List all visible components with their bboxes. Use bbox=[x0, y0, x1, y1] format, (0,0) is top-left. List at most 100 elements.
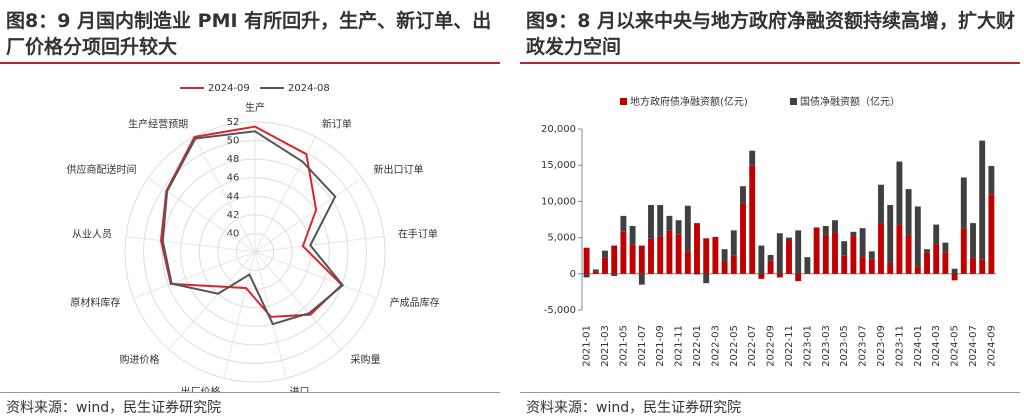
y-tick-label: 15,000 bbox=[541, 160, 576, 171]
bar bbox=[666, 230, 673, 274]
bar bbox=[648, 238, 654, 274]
bar bbox=[611, 273, 618, 276]
bar bbox=[979, 140, 986, 260]
x-tick-label: 2022-01 bbox=[692, 325, 703, 367]
bar bbox=[822, 235, 829, 274]
r-tick-label: 52 bbox=[227, 117, 240, 128]
bar bbox=[638, 273, 645, 285]
x-tick-label: 2021-09 bbox=[655, 325, 666, 367]
spoke bbox=[254, 235, 385, 253]
x-tick-label: 2024-01 bbox=[913, 325, 924, 367]
x-tick-label: 2023-07 bbox=[858, 325, 869, 367]
bar bbox=[694, 273, 700, 275]
bar bbox=[749, 165, 756, 274]
bar bbox=[850, 236, 857, 274]
bar bbox=[620, 215, 627, 232]
bar bbox=[583, 247, 590, 274]
legend-swatch bbox=[790, 98, 797, 105]
bar bbox=[887, 262, 894, 274]
x-tick-label: 2024-09 bbox=[986, 325, 997, 367]
bar bbox=[795, 230, 802, 274]
axis-label: 出厂价格 bbox=[181, 385, 221, 392]
spoke bbox=[254, 251, 377, 299]
bar bbox=[832, 232, 838, 274]
bar bbox=[960, 228, 967, 274]
bar bbox=[988, 194, 995, 274]
bar bbox=[703, 238, 710, 274]
title-rule bbox=[0, 62, 500, 64]
axis-label: 购进价格 bbox=[120, 353, 160, 366]
bar bbox=[684, 251, 691, 274]
bar bbox=[878, 223, 884, 274]
bar bbox=[694, 223, 700, 274]
bar bbox=[841, 241, 848, 256]
legend-swatch bbox=[620, 98, 627, 105]
x-tick-label: 2021-01 bbox=[582, 325, 593, 367]
bar bbox=[638, 245, 645, 274]
axis-label: 新订单 bbox=[322, 117, 352, 130]
bar bbox=[730, 255, 737, 274]
bar bbox=[675, 220, 682, 235]
bar bbox=[832, 220, 838, 233]
bar bbox=[924, 252, 930, 274]
axis-label: 新出口订单 bbox=[374, 163, 424, 176]
y-tick-label: 0 bbox=[570, 269, 576, 280]
r-tick-label: 42 bbox=[227, 210, 240, 221]
x-tick-label: 2023-09 bbox=[876, 325, 887, 367]
bar bbox=[758, 273, 765, 279]
bar bbox=[970, 257, 976, 274]
x-tick-label: 2022-09 bbox=[766, 325, 777, 367]
r-tick-label: 50 bbox=[227, 136, 240, 147]
bar bbox=[850, 231, 857, 237]
panel: 图9：8 月以来中央与地方政府净融资额持续高增，扩大财政发力空间 -5,000 0… bbox=[520, 0, 1020, 418]
bar bbox=[988, 165, 995, 195]
axis-label: 生产经营预期 bbox=[128, 117, 188, 130]
bar bbox=[914, 266, 921, 274]
chart-title: 图9：8 月以来中央与地方政府净融资额持续高增，扩大财政发力空间 bbox=[526, 10, 1016, 58]
spoke bbox=[254, 177, 363, 253]
bar bbox=[721, 261, 728, 274]
r-tick-label: 48 bbox=[227, 154, 240, 165]
bar bbox=[822, 226, 829, 236]
bar bbox=[767, 260, 774, 274]
bar bbox=[786, 237, 792, 241]
x-tick-label: 2024-05 bbox=[950, 325, 961, 367]
bar bbox=[703, 273, 710, 284]
x-tick-label: 2022-05 bbox=[729, 325, 740, 367]
axis-label: 生产 bbox=[245, 101, 265, 114]
footer-rule bbox=[0, 392, 500, 393]
bar bbox=[657, 205, 664, 237]
x-tick-label: 2023-11 bbox=[894, 325, 905, 367]
axis-label: 进口 bbox=[289, 386, 309, 392]
legend-label: 2024-09 bbox=[208, 83, 250, 94]
bar bbox=[960, 177, 967, 229]
bar bbox=[841, 255, 848, 274]
axis-label: 原材料库存 bbox=[70, 296, 120, 309]
bar bbox=[583, 273, 590, 278]
r-tick-label: 46 bbox=[227, 173, 240, 184]
bar bbox=[776, 273, 783, 278]
panel: 图8：9 月国内制造业 PMI 有所回升，生产、新订单、出厂价格分项回升较大 4… bbox=[0, 0, 500, 418]
spoke bbox=[254, 136, 316, 253]
axis-label: 从业人员 bbox=[72, 229, 112, 241]
x-tick-label: 2022-03 bbox=[710, 325, 721, 367]
x-tick-label: 2022-07 bbox=[747, 325, 758, 367]
bar bbox=[629, 244, 636, 274]
bar bbox=[942, 252, 949, 274]
x-tick-label: 2024-07 bbox=[968, 325, 979, 367]
bar bbox=[970, 223, 976, 258]
bar bbox=[611, 245, 618, 274]
bar bbox=[804, 273, 811, 274]
x-tick-label: 2021-03 bbox=[600, 325, 611, 367]
source: 资料来源：wind，民生证券研究院 bbox=[526, 400, 742, 416]
axis-label: 供应商配送时间 bbox=[66, 163, 136, 176]
y-tick-label: -5,000 bbox=[544, 305, 576, 316]
bar bbox=[648, 205, 654, 239]
bar bbox=[602, 257, 608, 274]
legend-label: 国债净融资额（亿元） bbox=[800, 95, 900, 108]
spoke bbox=[125, 235, 256, 253]
bar bbox=[942, 242, 949, 253]
bar bbox=[657, 236, 664, 274]
x-tick-label: 2024-03 bbox=[931, 325, 942, 367]
